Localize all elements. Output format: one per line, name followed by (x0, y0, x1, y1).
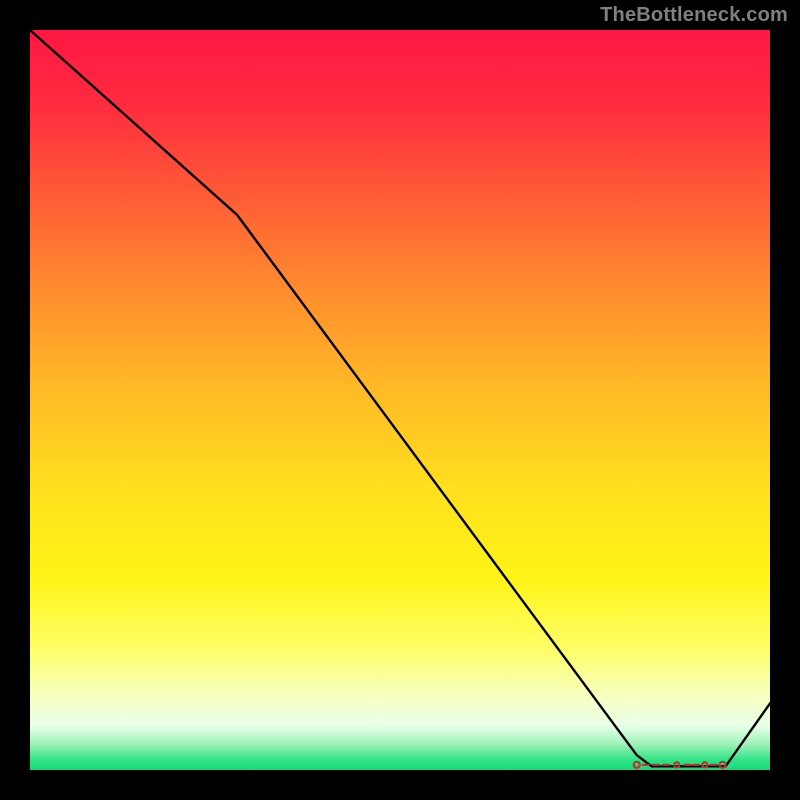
watermark-text: TheBottleneck.com (600, 4, 788, 27)
chart-frame: TheBottleneck.com (0, 0, 800, 800)
plot-area (30, 30, 770, 770)
gradient-background (30, 30, 770, 770)
chart-svg (30, 30, 770, 770)
